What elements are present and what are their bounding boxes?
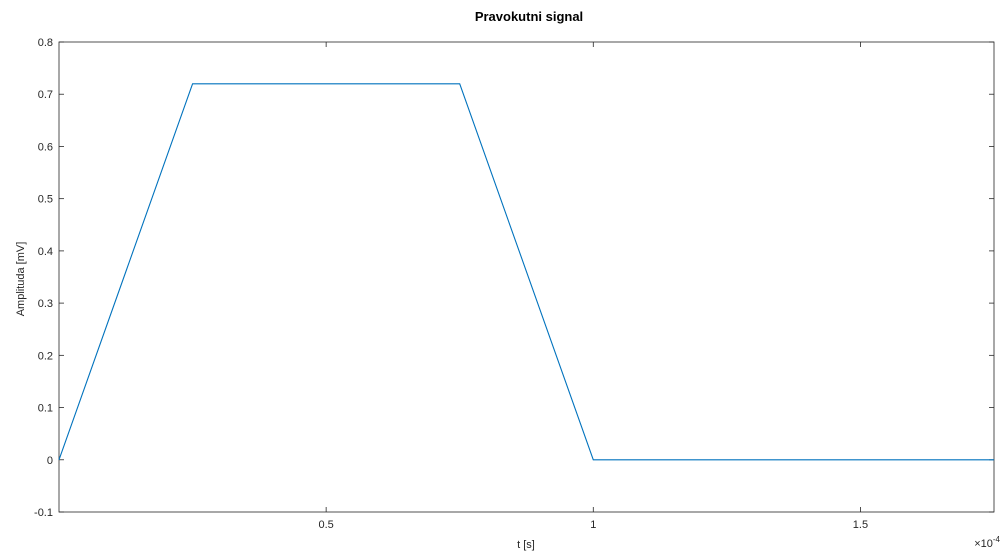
x-tick-label: 1.5 bbox=[853, 519, 868, 531]
chart-title: Pravokutni signal bbox=[475, 9, 583, 24]
y-tick-label: -0.1 bbox=[34, 507, 53, 519]
plot-area: -0.1 0 0.1 0.2 0.3 0.4 0.5 0.6 0.7 0.8 0.5 1 1.5 bbox=[34, 37, 995, 531]
x-axis-exponent-power: -4 bbox=[993, 535, 1001, 544]
y-tick-label: 0.4 bbox=[38, 246, 53, 258]
y-tick-label: 0.6 bbox=[38, 141, 53, 153]
y-tick-label: 0.2 bbox=[38, 350, 53, 362]
x-axis-exponent: ×10-4 bbox=[974, 535, 1000, 550]
x-axis-label: t [s] bbox=[517, 539, 535, 551]
y-tick-label: 0.7 bbox=[38, 89, 53, 101]
y-tick-label: 0.3 bbox=[38, 298, 53, 310]
axes-box bbox=[58, 41, 995, 513]
x-axis-exponent-base: ×10 bbox=[974, 538, 993, 550]
y-tick-label: 0.5 bbox=[38, 194, 53, 206]
y-tick-label: 0 bbox=[47, 455, 53, 467]
y-tick-label: 0.1 bbox=[38, 403, 53, 415]
x-tick-label: 0.5 bbox=[318, 519, 333, 531]
x-tick-label: 1 bbox=[590, 519, 596, 531]
y-tick-label: 0.8 bbox=[38, 37, 53, 49]
signal-line bbox=[58, 83, 994, 461]
y-axis-label: Amplituda [mV] bbox=[15, 242, 27, 317]
